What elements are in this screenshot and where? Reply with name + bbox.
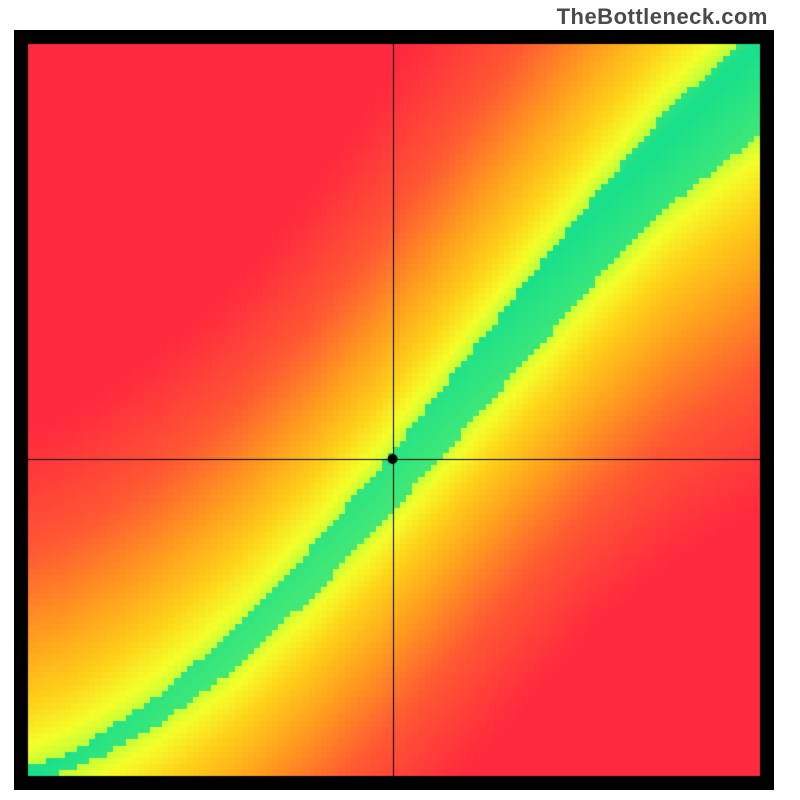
- watermark-text: TheBottleneck.com: [557, 4, 768, 30]
- bottleneck-heatmap-canvas: [14, 30, 774, 790]
- chart-frame: [14, 30, 774, 790]
